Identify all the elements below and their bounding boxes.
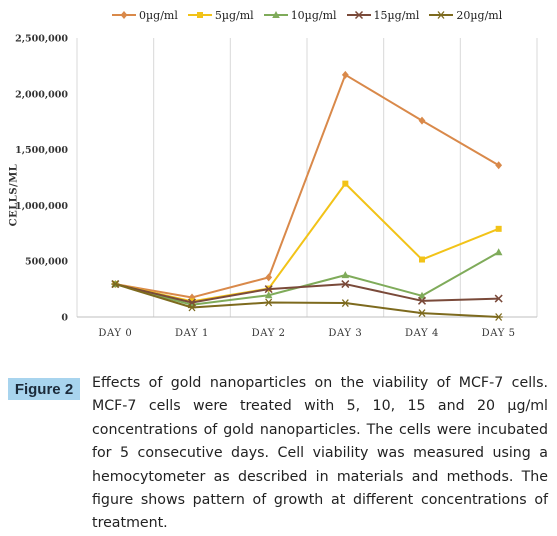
- x-tick-label: DAY 1: [175, 328, 209, 339]
- legend-item: 0µg/ml: [112, 9, 178, 22]
- line-chart: 0 500,000 1,000,000 1,500,000 2,000,000 2,500…: [15, 34, 538, 339]
- data-point: [419, 256, 425, 263]
- legend-item: 20µg/ml: [429, 9, 502, 22]
- data-point: [341, 299, 350, 307]
- y-tick-label: 1,000,000: [15, 201, 68, 212]
- figure-label: Figure 2: [8, 378, 80, 400]
- chart-legend: 0µg/ml 5µg/ml 10µg/ml 15µg/ml 20µg/ml: [112, 6, 502, 24]
- data-point: [418, 116, 426, 125]
- x-tick-label: DAY 4: [405, 328, 439, 339]
- legend-label: 15µg/ml: [373, 8, 420, 22]
- data-point: [341, 271, 350, 279]
- series-line: [115, 283, 499, 304]
- data-point: [418, 291, 426, 299]
- data-point: [341, 280, 350, 289]
- caption-text: Effects of gold nanoparticles on the via…: [92, 375, 548, 532]
- data-point: [188, 303, 196, 312]
- data-point: [341, 70, 349, 79]
- y-tick-label: 0: [61, 313, 68, 324]
- legend-item: 15µg/ml: [346, 8, 420, 22]
- legend-swatch: [112, 11, 136, 19]
- data-point: [494, 248, 503, 256]
- series-line: [115, 283, 499, 318]
- series-4: [111, 280, 503, 321]
- legend-marker: [120, 11, 128, 19]
- y-tick-label: 500,000: [25, 257, 68, 268]
- x-tick-label: DAY 0: [98, 328, 132, 339]
- x-tick-label: DAY 2: [252, 328, 286, 339]
- data-point: [417, 296, 427, 305]
- data-point: [264, 291, 273, 299]
- legend-swatch: [263, 11, 288, 18]
- legend-marker: [196, 12, 203, 18]
- legend-marker: [271, 11, 280, 18]
- data-point: [111, 280, 120, 289]
- legend-label: 5µg/ml: [214, 8, 254, 22]
- data-point: [264, 285, 273, 294]
- data-point: [418, 309, 426, 318]
- data-point: [342, 180, 349, 187]
- legend-label: 20µg/ml: [456, 8, 503, 22]
- legend-swatch: [346, 10, 371, 20]
- data-point: [494, 313, 503, 321]
- data-point: [494, 294, 503, 303]
- legend-swatch: [429, 11, 454, 19]
- legend-item: 10µg/ml: [263, 8, 337, 22]
- data-point: [495, 225, 502, 232]
- x-tick-label: DAY 5: [482, 328, 516, 339]
- figure-caption: Figure 2 Effects of gold nanoparticles o…: [8, 372, 548, 536]
- x-tick-label: DAY 3: [328, 328, 362, 339]
- data-point: [495, 161, 503, 170]
- legend-label: 10µg/ml: [290, 8, 337, 22]
- y-tick-label: 2,500,000: [15, 34, 68, 45]
- data-point: [264, 298, 273, 307]
- y-tick-label: 2,000,000: [15, 89, 68, 100]
- y-tick-label: 1,500,000: [15, 145, 68, 156]
- legend-swatch: [187, 12, 212, 18]
- series-line: [115, 251, 500, 306]
- legend-marker: [354, 10, 363, 20]
- legend-label: 0µg/ml: [139, 8, 178, 22]
- data-point: [265, 273, 273, 282]
- legend-marker: [437, 11, 446, 19]
- series-line: [115, 73, 500, 299]
- legend-item: 5µg/ml: [187, 8, 254, 22]
